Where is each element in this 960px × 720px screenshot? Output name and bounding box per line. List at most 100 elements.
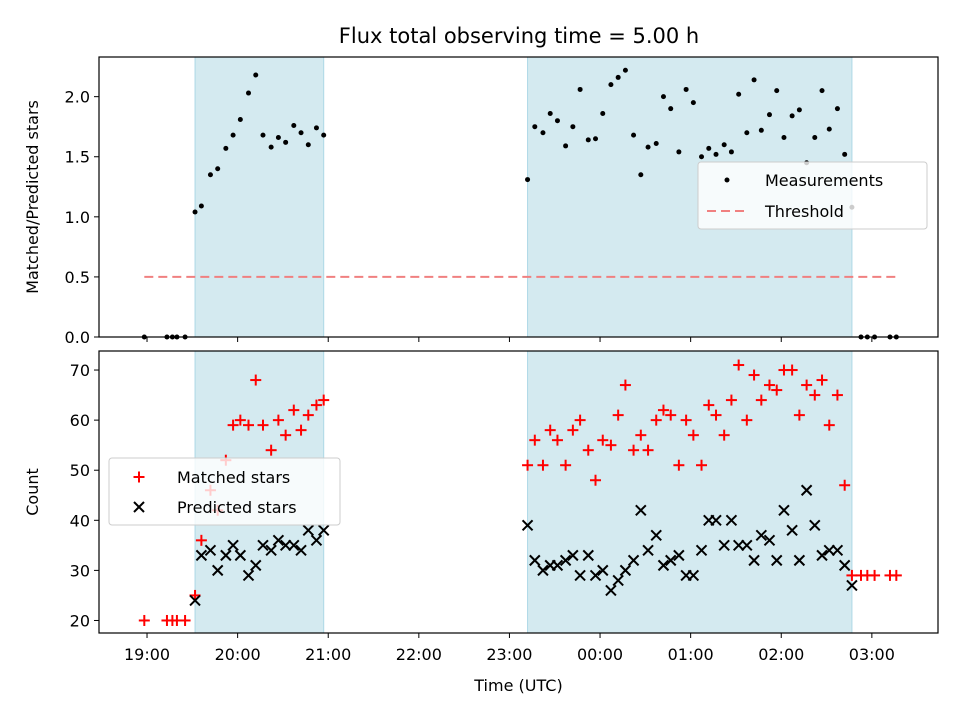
predicted-star-point [288,539,300,552]
matched-star-point [302,409,314,421]
predicted-star-point [786,524,798,537]
predicted-star-point [665,554,677,567]
x-axis-label: Time (UTC) [473,676,562,695]
predicted-star-point [763,534,776,547]
predicted-star-point [272,534,285,547]
x-stroke [732,539,745,552]
x-stroke [559,554,572,567]
predicted-star-point [211,564,224,577]
x-tick-label: 21:00 [305,645,351,664]
predicted-star-point [204,544,217,557]
measurement-point [758,127,764,133]
x-stroke [809,519,821,532]
predicted-star-point [220,549,232,562]
x-stroke [831,544,844,557]
predicted-star-point [755,529,768,542]
shaded-interval [195,57,324,337]
measurement-point [751,77,757,83]
x-stroke [605,584,617,597]
figure-title: Flux total observing time = 5.00 h [339,24,699,48]
y-tick-label: 2.0 [65,88,90,107]
measurement-point [305,142,311,148]
x-stroke [295,544,307,557]
top-panel-ratio: 0.0 0.5 1.0 1.5 2.0 Matched/Predicted stars Me… [23,56,939,347]
x-tick-label: 23:00 [486,645,532,664]
matched-star-point [890,569,902,581]
x-stroke [619,564,632,577]
matched-star-point [771,384,783,396]
legend-label-measurements: Measurements [765,171,883,190]
x-tick-label: 03:00 [849,645,895,664]
x-stroke [227,539,239,552]
predicted-star-point [838,559,851,572]
measurement-point [563,143,569,149]
x-tick-label: 00:00 [577,645,623,664]
x-stroke [567,549,579,562]
matched-star-point [793,409,805,421]
x-stroke [279,539,292,552]
matched-star-point [718,429,730,441]
matched-star-point [288,404,300,416]
predicted-star-point [195,549,208,562]
measurement-point [631,132,637,138]
predicted-star-point [823,544,835,557]
matched-star-point [673,459,685,471]
measurement-point [728,149,734,155]
x-stroke [589,569,602,582]
x-stroke [657,559,670,572]
x-tick-label: 02:00 [758,645,804,664]
x-stroke [748,554,760,567]
measurement-point [781,135,787,141]
x-stroke [537,564,549,577]
x-stroke [793,554,806,567]
measurement-point [298,130,304,136]
measurement-point [593,136,599,142]
matched-star-point [755,394,767,406]
measurement-point [230,132,236,138]
matched-star-point [537,459,549,471]
measurement-point [192,209,198,215]
predicted-star-point [816,549,828,562]
matched-star-point [250,374,262,386]
measurement-point [223,145,229,151]
measurement-point [706,145,712,151]
measurement-point [615,74,621,80]
x-stroke [741,539,753,552]
matched-star-point [696,459,708,471]
measurement-point [554,118,560,124]
predicted-star-point [650,529,662,542]
matched-star-point [612,409,624,421]
matched-star-point [318,394,330,406]
matched-star-point [687,429,699,441]
predicted-star-point [846,579,858,592]
predicted-star-point [687,569,700,582]
y-tick-label: 40 [70,511,90,530]
x-tick-label: 19:00 [124,645,170,664]
predicted-star-point [809,519,821,532]
predicted-star-point [227,539,239,552]
y-tick-label: 70 [70,361,90,380]
matched-star-point [869,569,881,581]
matched-star-point [280,429,292,441]
measurement-point [699,154,705,160]
x-stroke [786,524,798,537]
predicted-star-point [295,544,307,557]
x-stroke [846,579,858,592]
predicted-star-point [718,539,730,552]
measurement-point [721,142,727,148]
y-tick-label: 50 [70,461,90,480]
matched-star-point [544,424,556,436]
matched-star-point [227,419,239,431]
measurement-point [237,116,243,122]
matched-star-point [839,479,851,491]
matched-star-point [195,534,207,546]
matched-star-point [801,379,813,391]
measurement-point [532,124,538,130]
matched-star-point [703,399,715,411]
x-stroke [687,569,700,582]
legend: Measurements Threshold [697,161,928,230]
x-tick-label: 20:00 [215,645,261,664]
matched-star-point [657,404,669,416]
x-stroke [838,559,851,572]
